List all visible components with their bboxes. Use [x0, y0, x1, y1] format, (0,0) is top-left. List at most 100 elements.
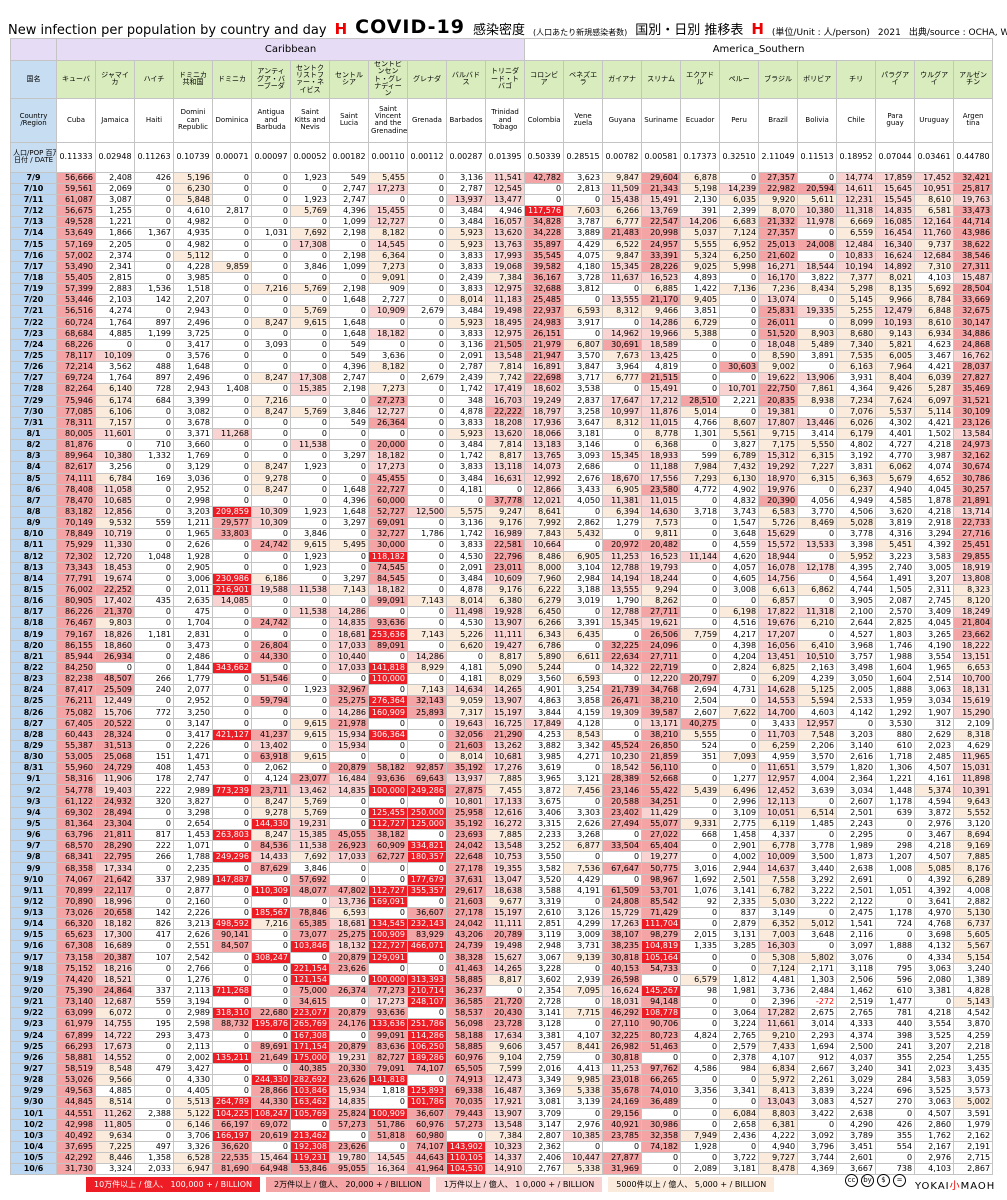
value-cell: 1,422: [680, 283, 721, 296]
value-cell: 100,909: [368, 1107, 408, 1120]
value-cell: 5,012: [797, 918, 838, 931]
value-cell: 1,923: [290, 561, 330, 574]
value-cell: 58,182: [368, 762, 408, 775]
value-cell: 0: [134, 539, 174, 552]
value-cell: 1,820: [836, 762, 877, 775]
value-cell: 11,876: [641, 405, 682, 418]
value-cell: 14,545: [368, 238, 408, 251]
table-row: 8/18 76,467 9,803 0 1,704 0 24,742 0 14,835 93,63…: [10, 617, 994, 630]
value-cell: 0: [212, 450, 252, 463]
value-cell: 2,023: [914, 1062, 955, 1076]
title-jp-sub: (人口あたり新規感染者数): [532, 28, 628, 37]
value-cell: 312: [914, 717, 955, 730]
value-cell: 28,494: [95, 806, 135, 819]
value-cell: 19,674: [95, 572, 135, 585]
value-cell: 21,978: [329, 717, 369, 730]
value-cell: 0: [602, 628, 643, 641]
value-cell: 0: [368, 684, 408, 697]
value-cell: 2,198: [329, 283, 369, 296]
value-cell: 7,742: [484, 372, 526, 385]
value-cell: 5,594: [797, 695, 838, 708]
value-cell: 0: [407, 383, 447, 396]
value-cell: 6,782: [758, 884, 799, 897]
value-cell: 3,833: [446, 327, 486, 340]
value-cell: 6,885: [641, 283, 682, 296]
value-cell: 84,545: [368, 572, 408, 585]
value-cell: 0: [290, 762, 330, 775]
value-cell: 1,178: [875, 795, 916, 808]
value-cell: 8,486: [524, 550, 565, 563]
value-cell: 3,129: [173, 461, 213, 474]
value-cell: 175,000: [290, 1051, 330, 1064]
value-cell: 2,354: [524, 984, 565, 998]
value-cell: 13,555: [602, 294, 643, 307]
value-cell: 61,979: [56, 1018, 96, 1031]
value-cell: 0: [212, 316, 252, 329]
date-cell: 10/1: [10, 1107, 57, 1120]
value-cell: 56,098: [446, 1018, 486, 1031]
table-row: 8/20 86,155 18,860 0 3,473 0 26,804 0 17,033 89,0…: [10, 639, 994, 652]
value-cell: 3,050: [836, 673, 877, 686]
value-cell: 0: [368, 906, 408, 920]
value-cell: 2,901: [719, 840, 760, 853]
value-cell: 8,312: [602, 416, 643, 429]
value-cell: 51,463: [641, 1040, 682, 1053]
value-cell: 2,235: [173, 862, 213, 875]
value-cell: 29,577: [212, 517, 252, 530]
value-cell: 33,669: [953, 294, 994, 307]
value-cell: 1,790: [602, 595, 643, 608]
value-cell: 3,147: [524, 1118, 565, 1131]
value-cell: 76,467: [56, 617, 96, 630]
value-cell: 8,469: [797, 517, 838, 530]
value-cell: 0: [407, 895, 447, 909]
value-cell: 78,470: [56, 494, 96, 507]
value-cell: 2,691: [836, 873, 877, 886]
value-cell: 0: [407, 238, 447, 251]
value-cell: 6,343: [524, 628, 565, 641]
value-cell: 0: [719, 1074, 760, 1087]
value-cell: 11,253: [602, 1062, 643, 1076]
value-cell: 23,580: [641, 483, 682, 496]
value-cell: 26,471: [602, 695, 643, 708]
value-cell: 7,003: [758, 929, 799, 942]
value-cell: 8,176: [953, 862, 994, 875]
value-cell: 0: [290, 182, 330, 196]
value-cell: 1,448: [875, 784, 916, 797]
value-cell: 0: [680, 338, 721, 351]
value-cell: 4,180: [563, 260, 604, 273]
value-cell: 0: [329, 862, 369, 875]
value-cell: 7,885: [953, 851, 994, 864]
value-cell: 18,182: [368, 450, 408, 463]
value-cell: 210,714: [407, 984, 447, 998]
value-cell: 0: [329, 751, 369, 764]
value-cell: 0: [797, 294, 838, 307]
value-cell: 2,837: [563, 394, 604, 407]
value-cell: 3,484: [446, 216, 486, 229]
value-cell: 0: [407, 182, 447, 196]
value-cell: 29,855: [953, 550, 994, 563]
value-cell: 6,848: [914, 305, 955, 318]
value-cell: 11,703: [758, 728, 799, 741]
value-cell: 3,827: [719, 439, 760, 452]
value-cell: 33,473: [953, 205, 994, 218]
country-en-4: Dominica: [212, 97, 252, 143]
value-cell: 10,753: [484, 851, 526, 864]
value-cell: 0: [680, 517, 721, 530]
value-cell: 0: [602, 316, 643, 329]
value-cell: 2,948: [524, 940, 565, 953]
value-cell: 192,308: [290, 1140, 330, 1154]
value-cell: 14,962: [602, 327, 643, 340]
value-cell: 0: [407, 572, 447, 585]
value-cell: 4,768: [914, 918, 955, 931]
value-cell: 9,737: [914, 238, 955, 251]
date-cell: 9/23: [10, 1018, 57, 1031]
value-cell: 3,181: [719, 1163, 760, 1176]
value-cell: 19,427: [484, 639, 526, 652]
value-cell: 7,143: [329, 583, 369, 597]
value-cell: 81,690: [212, 1163, 252, 1176]
value-cell: 0: [251, 439, 291, 452]
value-cell: 167,308: [290, 1029, 330, 1042]
value-cell: 0: [290, 472, 330, 485]
value-cell: 0: [875, 929, 916, 942]
value-cell: 13,446: [797, 416, 838, 429]
